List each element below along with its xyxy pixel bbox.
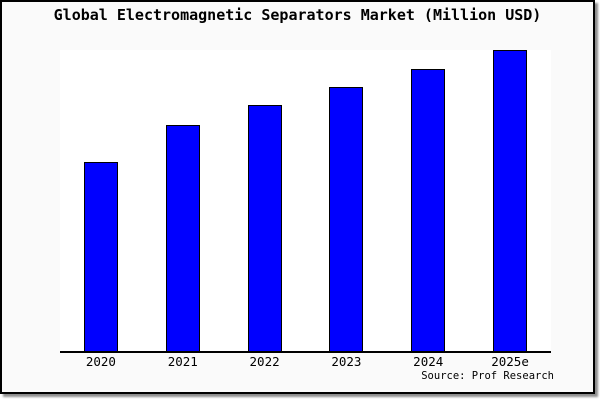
chart-title: Global Electromagnetic Separators Market… bbox=[53, 6, 542, 24]
plot-area bbox=[60, 50, 551, 353]
x-tick-label-2023: 2023 bbox=[331, 354, 362, 369]
x-tick-label-2020: 2020 bbox=[85, 354, 116, 369]
x-tick-label-2025e: 2025e bbox=[491, 354, 529, 369]
x-tick-label-2024: 2024 bbox=[413, 354, 444, 369]
x-tick-label-2021: 2021 bbox=[167, 354, 198, 369]
bar-slot-2020 bbox=[60, 162, 142, 351]
x-tick-label-2022: 2022 bbox=[249, 354, 280, 369]
bar-2022 bbox=[247, 105, 282, 351]
chart-frame: Global Electromagnetic Separators Market… bbox=[0, 0, 595, 394]
bar-2020 bbox=[83, 162, 118, 351]
bar-2025e bbox=[493, 50, 528, 351]
bar-slot-2023 bbox=[305, 87, 387, 351]
source-credit: Source: Prof Research bbox=[421, 370, 554, 382]
bar-slot-2021 bbox=[142, 125, 224, 351]
bar-slot-2025e bbox=[469, 50, 551, 351]
bar-series bbox=[60, 50, 551, 351]
bar-2021 bbox=[165, 125, 200, 351]
x-axis-tick-labels: 2020 2021 2022 2023 2024 2025e bbox=[60, 355, 551, 368]
bar-slot-2024 bbox=[387, 69, 469, 351]
bar-2023 bbox=[329, 87, 364, 351]
bar-2024 bbox=[411, 69, 446, 351]
bar-slot-2022 bbox=[224, 105, 306, 351]
